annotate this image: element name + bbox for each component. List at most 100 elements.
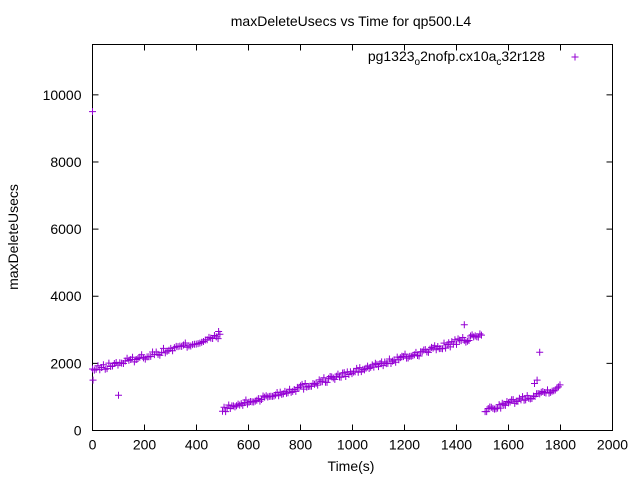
data-point [356,364,364,372]
x-tick-label: 1400 [441,437,472,453]
data-point [514,397,522,405]
data-point [471,332,479,340]
x-axis-label: Time(s) [328,458,375,474]
data-point [181,339,189,347]
x-tick-label: 1600 [493,437,524,453]
data-points [89,108,564,416]
data-point [223,404,231,412]
data-point [138,351,146,359]
data-point [360,366,368,374]
data-point [329,374,337,382]
data-point [215,327,223,335]
data-point [340,369,348,377]
data-point [264,393,272,401]
data-point [115,391,122,399]
y-axis-label: maxDeleteUsecs [5,184,21,290]
data-point [476,330,484,338]
legend-marker [571,53,579,61]
x-tick-label: 200 [133,437,157,453]
data-point [156,351,164,359]
y-tick-label: 6000 [50,221,81,237]
data-point [556,381,564,389]
data-point [320,374,328,382]
data-point [103,365,111,373]
data-point [237,400,245,408]
data-point [262,392,270,400]
data-point [505,399,512,407]
data-point [159,344,167,352]
data-point [428,343,436,351]
data-point [301,380,309,388]
data-point [278,390,286,398]
data-point [404,354,412,362]
data-point [287,388,295,396]
data-point [222,408,230,416]
data-point [200,338,208,346]
data-point [125,356,133,364]
data-point [407,352,415,360]
data-point [132,356,140,364]
data-point [353,364,361,372]
legend-marker-icon [571,53,579,61]
data-point [477,331,485,339]
chart-title: maxDeleteUsecs vs Time for qp500.L4 [231,13,472,29]
data-point [519,393,527,401]
y-tick-label: 8000 [50,154,81,170]
data-point [465,337,473,345]
data-point [375,363,382,371]
data-point [334,370,342,378]
data-point [536,348,544,356]
data-point [134,354,142,362]
data-point [381,358,389,366]
data-point [331,375,339,383]
data-point [154,350,162,358]
data-point [474,333,482,341]
data-point [161,349,169,357]
data-point [365,365,373,373]
data-point [94,362,102,370]
data-point [212,333,220,341]
data-point [462,338,470,346]
y-tick-label: 4000 [50,288,81,304]
data-point [303,383,311,391]
x-tick-label: 1800 [545,437,576,453]
data-point [99,361,107,369]
plot-frame [92,44,613,431]
data-point [225,401,233,409]
data-point [424,348,432,356]
y-tick-label: 10000 [43,87,82,103]
data-point [460,321,468,329]
y-tick-label: 2000 [50,355,81,371]
data-point [426,345,434,353]
data-point [453,340,460,348]
data-point [139,354,147,362]
data-point [187,342,195,350]
data-point [438,345,446,353]
data-point [282,389,290,397]
data-point [210,332,218,340]
data-point [311,380,319,388]
y-tick-label: 0 [74,423,82,439]
data-point [539,388,547,396]
legend: pg1323o2nofp.cx10ac32r128 [368,48,579,68]
data-point [89,376,97,384]
data-point [551,386,559,394]
data-point [101,365,109,373]
data-point [553,384,561,392]
data-point [515,394,523,402]
x-tick-label: 1200 [389,437,420,453]
data-point [295,384,303,392]
data-point [459,334,467,342]
data-point [214,335,222,343]
data-point [147,352,155,360]
x-tick-label: 1000 [337,437,368,453]
data-point [487,403,495,411]
legend-label: pg1323o2nofp.cx10ac32r128 [368,48,545,68]
data-point [354,368,362,376]
data-point [233,402,241,410]
x-tick-label: 800 [289,437,313,453]
data-point [497,404,505,412]
x-tick-label: 2000 [597,437,628,453]
data-point [275,392,283,400]
